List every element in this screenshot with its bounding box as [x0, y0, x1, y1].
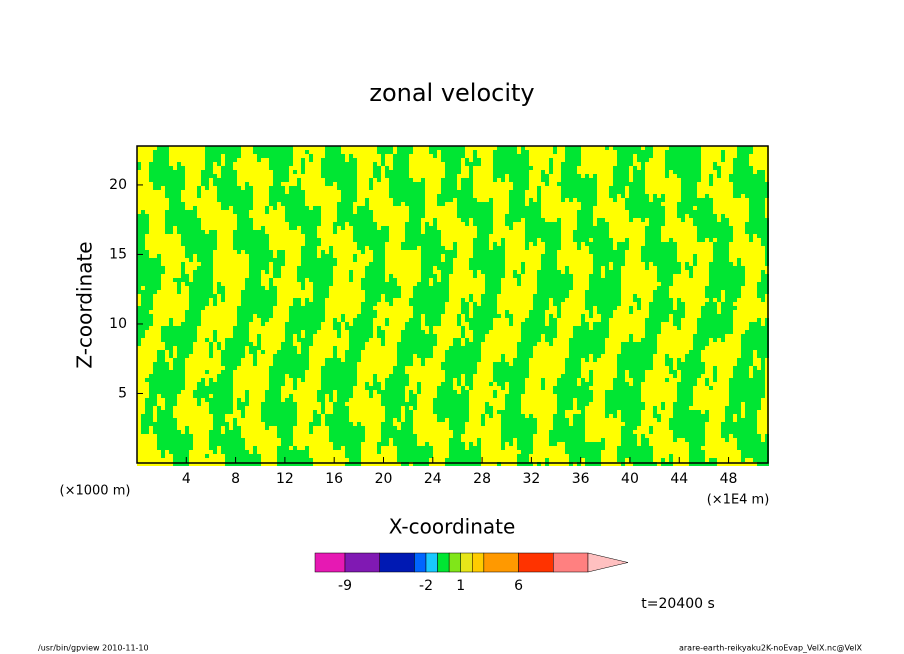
x-unit: (×1E4 m) — [707, 493, 770, 508]
y-tick-label: 5 — [118, 385, 127, 401]
y-unit: (×1000 m) — [60, 484, 131, 499]
plot-frame — [136, 145, 769, 464]
x-tick-label: 36 — [572, 471, 590, 487]
x-tick-label: 8 — [231, 471, 240, 487]
x-tick-label: 24 — [424, 471, 442, 487]
colorbar-box — [437, 552, 450, 573]
colorbar-box — [460, 552, 473, 573]
x-tick-label: 28 — [473, 471, 491, 487]
colorbar-tick-label: -2 — [419, 578, 433, 594]
x-tick-label: 44 — [670, 471, 688, 487]
footer-right: arare-earth-reikyaku2K-noEvap_VelX.nc@Ve… — [679, 644, 863, 653]
y-tick-label: 10 — [109, 316, 127, 332]
y-tick-label: 20 — [109, 177, 127, 193]
colorbar-box — [414, 552, 427, 573]
colorbar-tick-label: 6 — [514, 578, 523, 594]
x-tick-label: 20 — [375, 471, 393, 487]
colorbar-box — [448, 552, 461, 573]
x-tick-label: 48 — [720, 471, 738, 487]
colorbar-box — [344, 552, 380, 573]
colorbar-box — [518, 552, 554, 573]
y-tick-label: 15 — [109, 246, 127, 262]
colorbar-box — [472, 552, 485, 573]
footer-left: /usr/bin/gpview 2010-11-10 — [38, 644, 149, 653]
contour-region — [137, 146, 769, 466]
x-tick-label: 4 — [182, 471, 191, 487]
colorbar-box — [379, 552, 415, 573]
chart-title: zonal velocity — [369, 79, 534, 107]
colorbar-arrow — [587, 552, 629, 573]
x-tick-label: 32 — [522, 471, 540, 487]
x-tick-label: 12 — [276, 471, 294, 487]
colorbar-box — [425, 552, 438, 573]
time-annotation: t=20400 s — [641, 596, 715, 612]
colorbar-box — [314, 552, 346, 573]
colorbar-tick-label: -9 — [338, 578, 352, 594]
contour-region — [137, 146, 769, 466]
y-axis-label: Z-coordinate — [73, 241, 97, 368]
colorbar-tick-label: 1 — [456, 578, 465, 594]
colorbar-box — [553, 552, 589, 573]
colorbar-box — [483, 552, 519, 573]
x-tick-label: 40 — [621, 471, 639, 487]
x-axis-label: X-coordinate — [389, 515, 516, 539]
x-tick-label: 16 — [325, 471, 343, 487]
